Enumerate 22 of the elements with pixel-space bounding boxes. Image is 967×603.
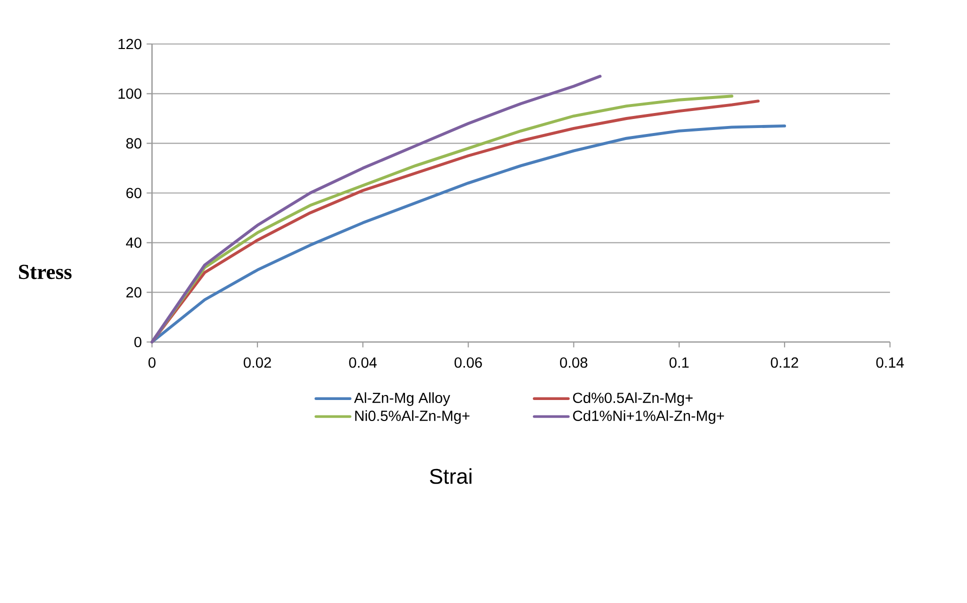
line-series	[150, 74, 602, 344]
y-tick-label: 100	[118, 88, 142, 99]
y-tick-label: 80	[126, 138, 142, 149]
x-tick-label: 0.02	[244, 357, 271, 368]
y-tick-label: 40	[126, 237, 142, 248]
legend-label: Cd1%Ni+1%Al-Zn-Mg+	[573, 410, 724, 424]
x-axis-title: Strai	[430, 468, 472, 484]
x-tick-label: 0.04	[349, 357, 377, 368]
y-tick-label: 120	[118, 38, 142, 50]
y-tick-label: 60	[126, 188, 142, 198]
y-tick-label: 0	[134, 336, 142, 348]
y-tick-label: 20	[126, 287, 142, 298]
x-tick-label: 0.06	[454, 357, 482, 368]
legend-label: Al-Zn-Mg Alloy	[354, 392, 450, 406]
x-tick-label: 0.14	[876, 357, 904, 368]
x-tick-label: 0	[148, 357, 156, 368]
y-axis-title: Stress	[19, 264, 72, 280]
x-tick-label: 0.08	[560, 357, 588, 368]
legend-label: Ni0.5%Al-Zn-Mg+	[355, 410, 470, 424]
legend-label: Cd%0.5Al-Zn-Mg+	[573, 392, 693, 406]
x-tick-label: 0.12	[770, 357, 798, 368]
x-tick-label: 0.1	[670, 357, 689, 368]
